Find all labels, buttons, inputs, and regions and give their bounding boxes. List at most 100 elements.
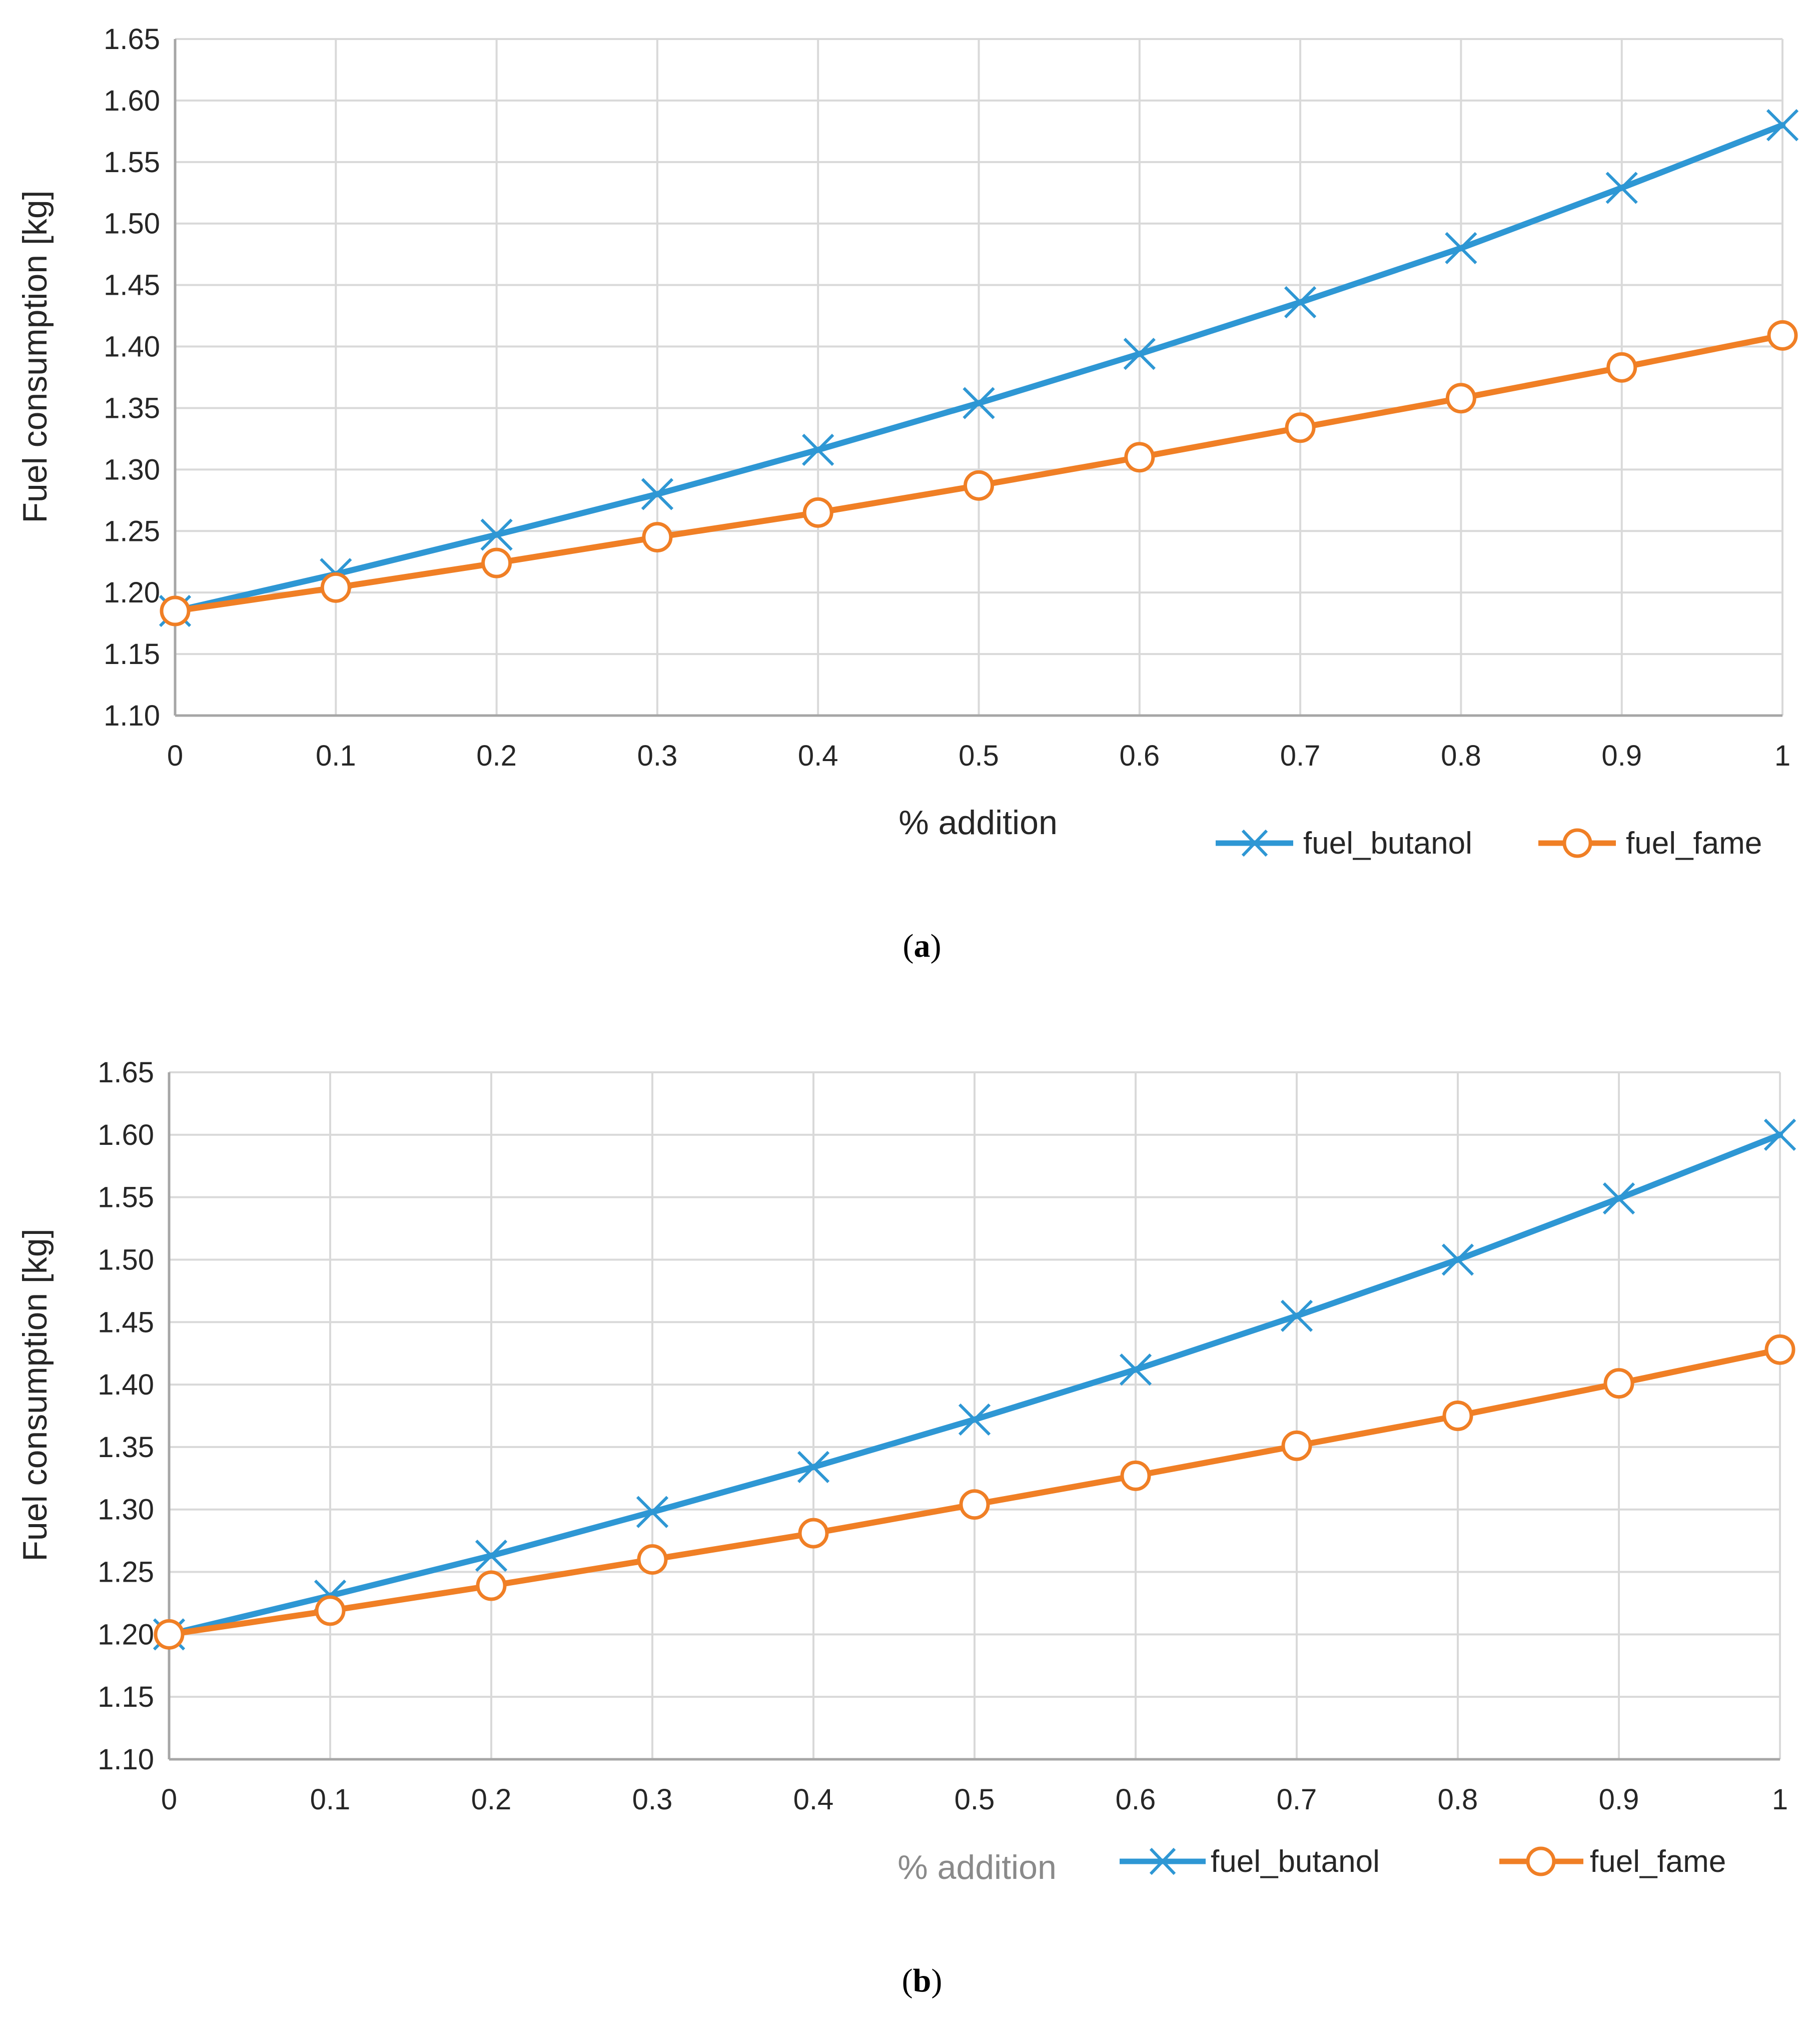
legend-x-marker-icon [1149, 1847, 1176, 1875]
chart-a-point-butanol [963, 387, 995, 419]
chart-a-x-tick-label: 0.4 [798, 740, 838, 772]
chart-b-x-tick-label: 0.6 [1116, 1783, 1156, 1816]
chart-b-y-tick-label: 1.50 [98, 1243, 154, 1276]
chart-b-y-tick-label: 1.60 [98, 1119, 154, 1151]
chart-b-point-fame [1120, 1460, 1151, 1491]
chart-a-point-fame [160, 595, 191, 626]
chart-a-point-fame [802, 497, 833, 528]
chart-a-x-tick-label: 0.7 [1280, 740, 1321, 772]
chart-b-point-fame [315, 1595, 346, 1626]
chart-a-x-tick-label: 0.1 [316, 740, 356, 772]
chart-b-point-fame [637, 1544, 668, 1575]
chart-b-point-butanol [1602, 1182, 1635, 1215]
chart-a-legend-label-butanol: fuel_butanol [1303, 826, 1472, 861]
chart-b-point-fame [476, 1570, 507, 1601]
chart-a-y-tick-label: 1.65 [104, 23, 160, 56]
chart-b-point-butanol [1441, 1243, 1474, 1276]
chart-b-y-tick-label: 1.15 [98, 1681, 154, 1713]
chart-a-y-tick-label: 1.45 [104, 269, 160, 302]
caption-a-open: ( [903, 928, 914, 964]
chart-b-point-fame [1603, 1368, 1634, 1399]
caption-a-letter: a [914, 928, 931, 964]
chart-b-point-fame [154, 1619, 185, 1650]
chart-a-x-tick-label: 0.2 [476, 740, 517, 772]
chart-b-x-tick-label: 1 [1772, 1783, 1788, 1816]
chart-panel-a: 1.10 1.15 1.20 1.25 1.30 1.35 1.40 1.45 1.50 1.55… [16, 23, 1799, 964]
caption-b-close: ) [931, 1962, 942, 1999]
chart-a-x-tick-label: 0.3 [637, 740, 678, 772]
chart-b-series [153, 1118, 1796, 1651]
chart-b-point-butanol [1763, 1118, 1796, 1151]
chart-b-legend: fuel_butanol fuel_fame [1120, 1844, 1726, 1879]
chart-a-point-butanol [1445, 232, 1477, 265]
chart-a-y-tick-label: 1.35 [104, 392, 160, 424]
chart-b-legend-item-fame: fuel_fame [1499, 1844, 1726, 1879]
chart-b-point-fame [1442, 1401, 1473, 1431]
chart-a-y-tick-label: 1.30 [104, 453, 160, 486]
chart-a-point-butanol [802, 433, 834, 466]
chart-a-point-fame [320, 572, 351, 603]
chart-b-y-tick-label: 1.35 [98, 1431, 154, 1464]
chart-b-y-tick-label: 1.55 [98, 1181, 154, 1214]
chart-b-point-fame [798, 1518, 829, 1549]
chart-b-point-butanol [958, 1403, 991, 1436]
chart-b-y-tick-label: 1.40 [98, 1369, 154, 1401]
chart-a-y-ticks: 1.10 1.15 1.20 1.25 1.30 1.35 1.40 1.45 1.50 1.55… [104, 23, 160, 732]
chart-b-x-tick-label: 0.9 [1599, 1783, 1639, 1816]
chart-b-x-tick-label: 0.7 [1277, 1783, 1317, 1816]
legend-x-marker-icon [1241, 829, 1268, 857]
chart-b-point-butanol [636, 1496, 669, 1528]
legend-circle-marker-icon [1562, 828, 1592, 858]
chart-b-caption: (b) [902, 1962, 943, 1999]
chart-b-x-tick-label: 0.1 [310, 1783, 351, 1816]
chart-a-x-axis-title: % addition [898, 804, 1058, 842]
chart-a-point-fame [1285, 412, 1316, 443]
caption-b-open: ( [902, 1962, 913, 1999]
chart-a-y-tick-label: 1.15 [104, 638, 160, 670]
chart-b-legend-label-fame: fuel_fame [1590, 1844, 1726, 1879]
chart-a-y-tick-label: 1.10 [104, 700, 160, 732]
chart-b-point-fame [1764, 1334, 1795, 1365]
chart-b-legend-label-butanol: fuel_butanol [1211, 1844, 1380, 1879]
chart-a-point-butanol [1766, 109, 1799, 142]
chart-b-grid [168, 1071, 1781, 1760]
chart-a-point-fame [1124, 442, 1155, 473]
chart-b-y-tick-label: 1.25 [98, 1556, 154, 1589]
chart-b-x-ticks: 0 0.1 0.2 0.3 0.4 0.5 0.6 0.7 0.8 0.9 1 [161, 1783, 1788, 1816]
chart-b-x-axis-title: % addition [897, 1848, 1057, 1886]
chart-b-x-tick-label: 0.5 [955, 1783, 995, 1816]
chart-a-legend-item-fame: fuel_fame [1538, 826, 1762, 861]
chart-a-point-fame [964, 470, 994, 501]
chart-a-y-tick-label: 1.50 [104, 208, 160, 240]
chart-a-point-butanol [1284, 286, 1317, 319]
chart-a-x-tick-label: 1 [1774, 740, 1790, 772]
chart-b-point-butanol [1119, 1354, 1152, 1386]
chart-a-y-tick-label: 1.55 [104, 146, 160, 179]
chart-a-x-tick-label: 0 [167, 740, 183, 772]
chart-b-point-butanol [1280, 1299, 1313, 1332]
chart-a-grid [174, 38, 1783, 717]
chart-b-y-ticks: 1.10 1.15 1.20 1.25 1.30 1.35 1.40 1.45 1.50 1.55… [98, 1056, 154, 1776]
chart-b-y-tick-label: 1.45 [98, 1306, 154, 1338]
chart-a-x-tick-label: 0.8 [1441, 740, 1481, 772]
chart-b-y-axis-title: Fuel consumption [kg] [16, 1228, 54, 1561]
chart-a-x-tick-label: 0.6 [1119, 740, 1160, 772]
chart-a-point-fame [1606, 352, 1637, 383]
chart-a-point-butanol [480, 518, 513, 551]
chart-panel-b: 1.10 1.15 1.20 1.25 1.30 1.35 1.40 1.45 1.50 1.55… [16, 1056, 1796, 1999]
chart-b-legend-item-butanol: fuel_butanol [1120, 1844, 1380, 1879]
chart-a-point-butanol [1605, 172, 1638, 204]
chart-b-y-tick-label: 1.65 [98, 1056, 154, 1089]
caption-a-close: ) [931, 928, 942, 964]
chart-b-x-tick-label: 0.2 [471, 1783, 512, 1816]
legend-circle-marker-icon [1526, 1846, 1556, 1876]
chart-a-y-tick-label: 1.60 [104, 85, 160, 117]
chart-b-point-fame [959, 1489, 990, 1520]
chart-a-legend-item-butanol: fuel_butanol [1216, 826, 1472, 861]
chart-b-point-butanol [475, 1539, 508, 1572]
chart-a-caption: (a) [903, 928, 942, 964]
chart-a-legend: fuel_butanol fuel_fame [1216, 826, 1762, 861]
chart-a-legend-label-fame: fuel_fame [1626, 826, 1762, 861]
chart-b-y-tick-label: 1.20 [98, 1618, 154, 1651]
